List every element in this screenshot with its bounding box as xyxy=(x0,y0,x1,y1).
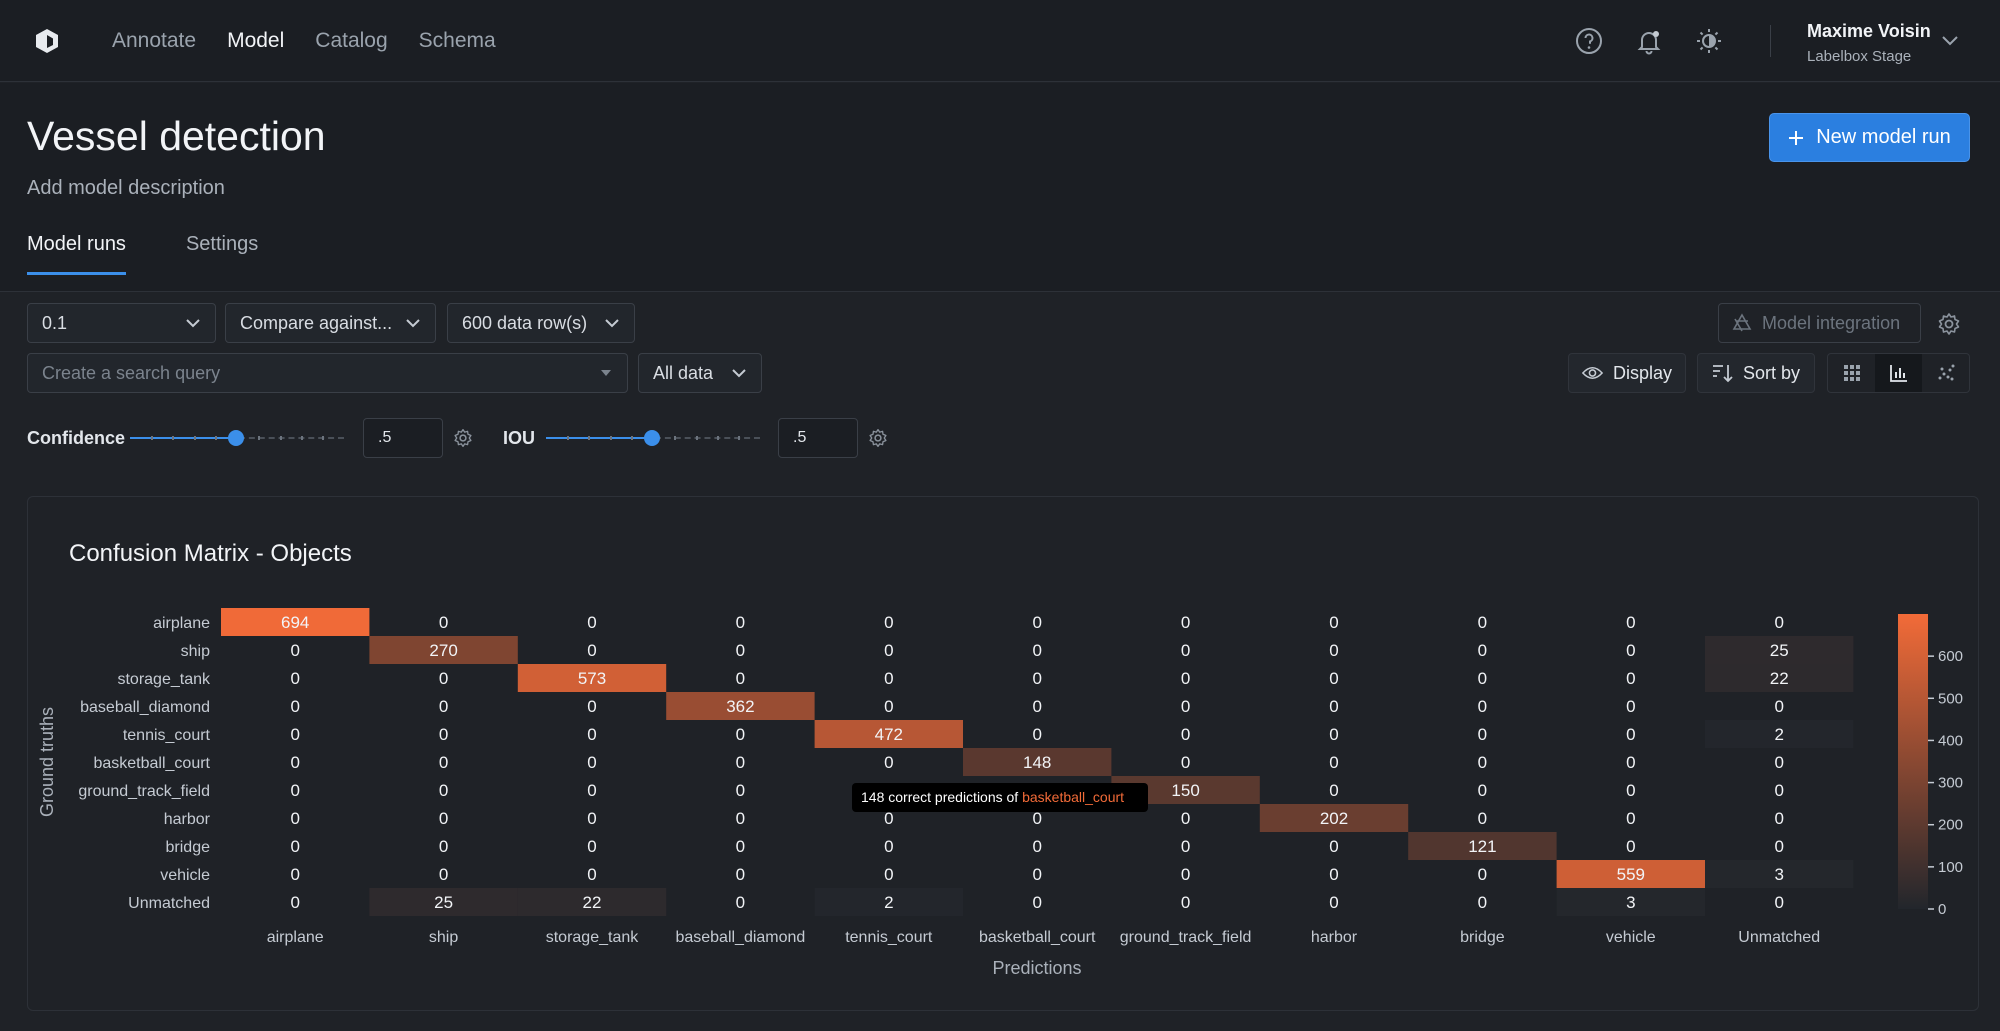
view-mode-toggle xyxy=(1827,353,1970,393)
matrix-cell[interactable] xyxy=(1259,804,1409,832)
top-icons xyxy=(1574,26,1724,56)
plus-icon xyxy=(1789,130,1804,145)
sort-by-button[interactable]: Sort by xyxy=(1697,353,1815,393)
model-run-version-select[interactable]: 0.1 xyxy=(27,303,216,343)
matrix-cell[interactable] xyxy=(1705,720,1854,748)
user-name: Maxime Voisin xyxy=(1807,21,1931,41)
settings-gear-icon[interactable] xyxy=(1937,312,1961,336)
display-button[interactable]: Display xyxy=(1568,353,1686,393)
top-navigation-bar: Annotate Model Catalog Schema Maxime Voi… xyxy=(0,0,2000,82)
compare-value: Compare against... xyxy=(240,312,393,333)
confidence-settings-icon[interactable] xyxy=(453,428,473,448)
user-menu[interactable]: Maxime Voisin Labelbox Stage xyxy=(1807,21,1931,65)
matrix-cell[interactable] xyxy=(1705,664,1854,692)
tab-settings[interactable]: Settings xyxy=(185,233,259,255)
confidence-label: Confidence xyxy=(27,428,126,448)
chevron-down-icon xyxy=(732,369,746,378)
grid-view-icon[interactable] xyxy=(1828,354,1875,392)
data-filter-select[interactable]: All data xyxy=(638,353,762,393)
model-description[interactable]: Add model description xyxy=(27,177,225,199)
matrix-cell[interactable] xyxy=(1556,888,1705,916)
iou-input[interactable]: .5 xyxy=(778,418,858,458)
eye-icon xyxy=(1582,366,1603,380)
nav-catalog[interactable]: Catalog xyxy=(315,29,388,52)
chevron-down-icon[interactable] xyxy=(1940,30,1960,50)
matrix-cell[interactable] xyxy=(369,636,518,664)
sort-icon xyxy=(1713,365,1733,383)
help-icon[interactable] xyxy=(1574,26,1604,56)
matrix-cell[interactable] xyxy=(1705,860,1854,888)
notifications-icon[interactable] xyxy=(1634,26,1664,56)
caret-down-icon[interactable] xyxy=(599,366,613,380)
iou-settings-icon[interactable] xyxy=(868,428,888,448)
search-query-input[interactable]: Create a search query xyxy=(27,353,628,393)
confidence-input[interactable]: .5 xyxy=(363,418,443,458)
chevron-down-icon xyxy=(406,319,420,328)
compare-against-select[interactable]: Compare against... xyxy=(225,303,436,343)
confidence-slider[interactable] xyxy=(130,430,344,446)
chart-view-icon[interactable] xyxy=(1875,354,1922,392)
tab-model-runs[interactable]: Model runs xyxy=(27,233,126,275)
matrix-cell[interactable] xyxy=(1705,636,1854,664)
matrix-cell[interactable] xyxy=(1111,776,1260,804)
page-title: Vessel detection xyxy=(27,113,326,159)
iou-value: .5 xyxy=(793,429,807,446)
new-model-run-label: New model run xyxy=(1816,126,1951,148)
iou-slider-knob[interactable] xyxy=(644,430,660,446)
search-placeholder: Create a search query xyxy=(42,362,221,383)
matrix-cell[interactable] xyxy=(517,664,667,692)
theme-toggle-icon[interactable] xyxy=(1694,26,1724,56)
matrix-cell[interactable] xyxy=(1408,832,1557,860)
chevron-down-icon xyxy=(186,319,200,328)
data-rows-select[interactable]: 600 data row(s) xyxy=(447,303,635,343)
version-value: 0.1 xyxy=(42,312,68,333)
matrix-cell[interactable] xyxy=(517,888,667,916)
page-tabs: Model runs Settings xyxy=(27,233,258,275)
matrix-cell[interactable] xyxy=(666,692,815,720)
nav-schema[interactable]: Schema xyxy=(418,29,496,52)
matrix-cell[interactable] xyxy=(814,888,963,916)
chevron-down-icon xyxy=(605,319,619,328)
matrix-cell[interactable] xyxy=(814,720,963,748)
page-header: Vessel detection Add model description N… xyxy=(0,83,2000,292)
chart-title: Confusion Matrix - Objects xyxy=(69,540,352,567)
integration-icon xyxy=(1732,313,1752,332)
nav-model[interactable]: Model xyxy=(227,29,285,52)
sort-by-label: Sort by xyxy=(1743,362,1801,383)
user-org: Labelbox Stage xyxy=(1807,48,1912,65)
labelbox-logo[interactable] xyxy=(34,28,60,54)
model-integration-button[interactable]: Model integration xyxy=(1718,303,1921,343)
matrix-cell[interactable] xyxy=(963,748,1112,776)
matrix-cell[interactable] xyxy=(1556,860,1705,888)
matrix-cell[interactable] xyxy=(221,608,370,636)
iou-slider[interactable] xyxy=(546,430,760,446)
display-label: Display xyxy=(1612,362,1672,383)
scatter-view-icon[interactable] xyxy=(1922,354,1969,392)
confidence-value: .5 xyxy=(378,429,392,446)
new-model-run-button[interactable]: New model run xyxy=(1769,113,1970,162)
iou-label: IOU xyxy=(503,428,536,448)
confidence-slider-knob[interactable] xyxy=(228,430,244,446)
nav-annotate[interactable]: Annotate xyxy=(112,29,197,52)
main-nav: Annotate Model Catalog Schema xyxy=(112,0,496,82)
matrix-cell[interactable] xyxy=(369,888,518,916)
data-rows-value: 600 data row(s) xyxy=(462,312,588,333)
model-integration-label: Model integration xyxy=(1762,312,1901,333)
nav-divider xyxy=(1770,25,1771,57)
data-filter-value: All data xyxy=(653,362,714,383)
